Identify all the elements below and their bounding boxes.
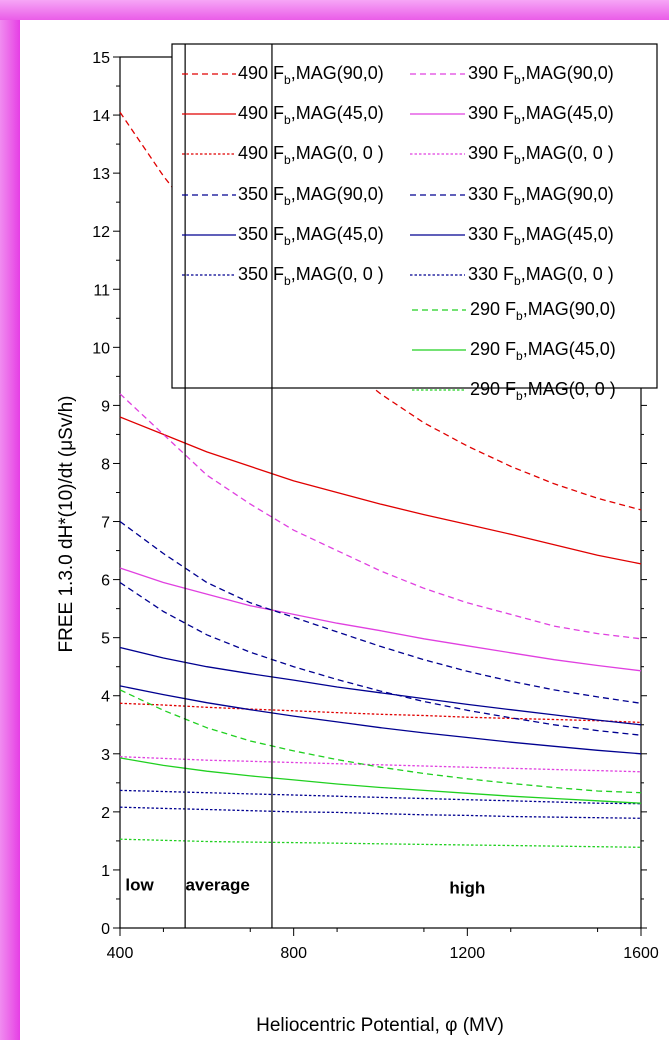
x-tick-label-1600: 1600 bbox=[623, 945, 659, 962]
region-label-low: low bbox=[125, 875, 154, 894]
y-tick-label-6: 6 bbox=[101, 573, 110, 590]
series-line-4 bbox=[119, 567, 642, 672]
legend-entry-10: 330 Fb,MAG(45,0) bbox=[468, 224, 614, 248]
legend-entry-8: 350 Fb,MAG(0, 0 ) bbox=[238, 264, 384, 288]
series-line-0 bbox=[119, 111, 642, 511]
y-tick-label-4: 4 bbox=[101, 689, 110, 706]
legend-entry-14: 290 Fb,MAG(0, 0 ) bbox=[470, 379, 616, 403]
region-label-high: high bbox=[449, 878, 485, 897]
series-line-8 bbox=[119, 789, 642, 805]
y-tick-label-5: 5 bbox=[101, 631, 110, 648]
y-axis-label: FREE 1.3.0 dH*(10)/dt (μSv/h) bbox=[56, 396, 77, 653]
y-tick-label-7: 7 bbox=[101, 515, 110, 532]
x-tick-label-400: 400 bbox=[107, 945, 134, 962]
legend-entry-12: 290 Fb,MAG(90,0) bbox=[470, 299, 616, 323]
legend: 490 Fb,MAG(90,0) 490 Fb,MAG(45,0) 490 Fb,M… bbox=[171, 43, 658, 403]
legend-entry-11: 330 Fb,MAG(0, 0 ) bbox=[468, 264, 614, 288]
legend-entry-4: 390 Fb,MAG(45,0) bbox=[468, 103, 614, 127]
y-tick-label-10: 10 bbox=[92, 340, 110, 357]
series-line-5 bbox=[119, 756, 642, 773]
x-axis-label: Heliocentric Potential, φ (MV) bbox=[256, 1015, 504, 1036]
y-tick-label-0: 0 bbox=[101, 921, 110, 938]
legend-entry-3: 390 Fb,MAG(90,0) bbox=[468, 63, 614, 87]
y-tick-label-14: 14 bbox=[92, 108, 110, 125]
y-tick-label-13: 13 bbox=[92, 166, 110, 183]
y-tick-label-1: 1 bbox=[101, 863, 110, 880]
series-line-14 bbox=[119, 838, 642, 848]
series-line-12 bbox=[119, 689, 642, 794]
y-tick-label-15: 15 bbox=[92, 50, 110, 67]
top-border bbox=[0, 0, 669, 20]
legend-entry-2: 490 Fb,MAG(0, 0 ) bbox=[238, 143, 384, 167]
x-tick-label-1200: 1200 bbox=[450, 945, 486, 962]
legend-entry-6: 350 Fb,MAG(90,0) bbox=[238, 184, 384, 208]
series-line-6 bbox=[119, 520, 642, 704]
legend-entry-5: 390 Fb,MAG(0, 0 ) bbox=[468, 143, 614, 167]
y-tick-label-11: 11 bbox=[93, 282, 110, 299]
series-line-10 bbox=[119, 685, 642, 755]
series-lines bbox=[119, 57, 642, 928]
legend-entry-9: 330 Fb,MAG(90,0) bbox=[468, 184, 614, 208]
annotations: low average high bbox=[125, 875, 485, 897]
region-label-average: average bbox=[186, 875, 250, 894]
series-line-13 bbox=[119, 757, 642, 804]
y-tick-label-9: 9 bbox=[101, 398, 110, 415]
series-line-9 bbox=[119, 581, 642, 736]
legend-entry-13: 290 Fb,MAG(45,0) bbox=[470, 339, 616, 363]
legend-entry-1: 490 Fb,MAG(45,0) bbox=[238, 103, 384, 127]
legend-entry-7: 350 Fb,MAG(45,0) bbox=[238, 224, 384, 248]
series-line-2 bbox=[119, 702, 642, 724]
x-tick-label-800: 800 bbox=[280, 945, 307, 962]
legend-entry-0: 490 Fb,MAG(90,0) bbox=[238, 63, 384, 87]
legend-box bbox=[171, 43, 658, 389]
y-tick-label-2: 2 bbox=[101, 805, 110, 822]
series-line-11 bbox=[119, 806, 642, 819]
series-line-7 bbox=[119, 646, 642, 726]
series-line-3 bbox=[119, 393, 642, 640]
y-tick-label-12: 12 bbox=[92, 224, 110, 241]
series-line-1 bbox=[119, 416, 642, 565]
y-tick-label-8: 8 bbox=[101, 456, 110, 473]
y-tick-label-3: 3 bbox=[101, 747, 110, 764]
